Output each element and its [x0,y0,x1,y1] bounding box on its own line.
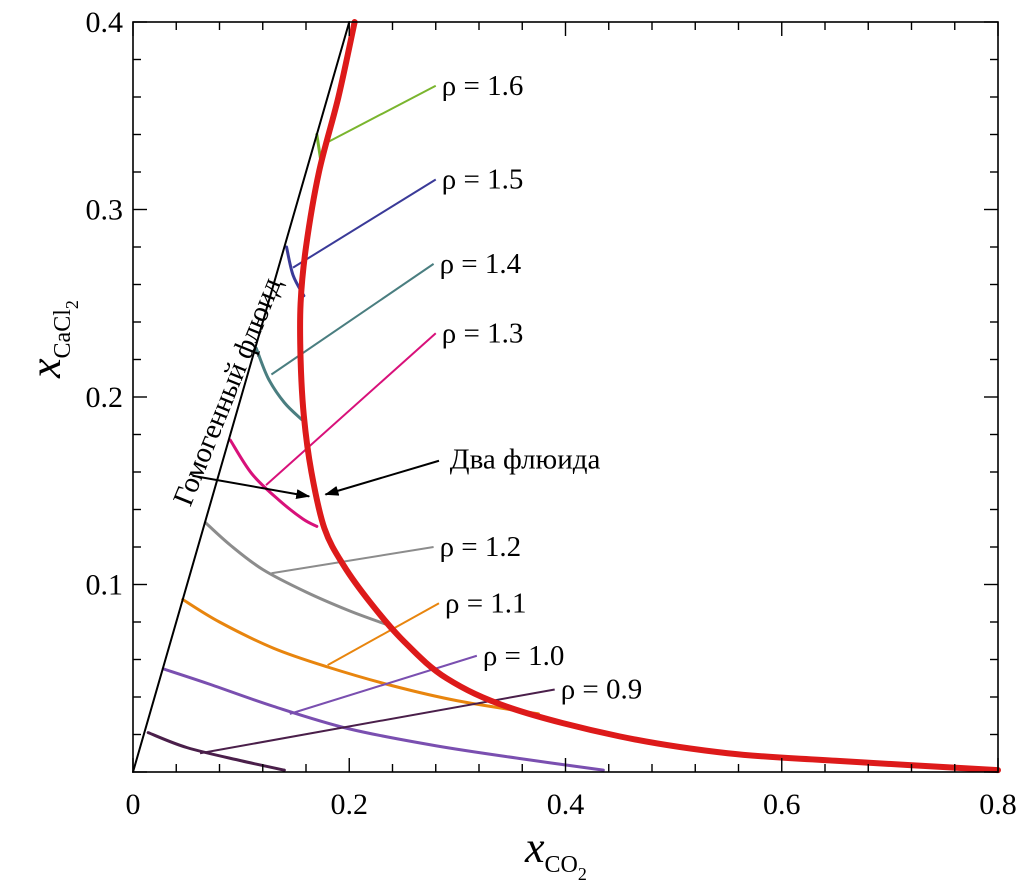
series-line [161,667,605,772]
y-tick-label: 0.4 [86,6,124,39]
series-leader-line [265,332,437,486]
series-label: ρ = 1.6 [442,70,524,102]
two-fluid-boundary [297,19,1001,774]
y-tick-label: 0.1 [86,569,124,602]
x-axis-title-sub2: 2 [578,864,587,884]
series-label: ρ = 1.0 [483,640,565,672]
series-line [228,438,319,528]
annotation-arrow [192,474,311,500]
series-leader-line [271,546,434,575]
series-line [203,521,387,626]
plot-area: ρ = 1.6 ρ = 1.5 ρ = 1.4 ρ = 1.3 ρ = 1.2 ρ = 1… [132,19,1001,774]
y-tick-label: 0.3 [86,194,124,227]
x-tick-label: 0 [126,788,141,821]
series-label: ρ = 1.3 [442,317,524,349]
x-axis-title: xCO2 [524,823,587,884]
series-line [146,731,286,772]
series-line [181,598,540,716]
y-tick-label: 0.2 [86,381,124,414]
series-leader-line [289,654,478,715]
series-line [254,346,304,421]
x-tick-label: 0.2 [331,788,369,821]
series-label: ρ = 1.5 [442,164,524,196]
y-axis-title-sub2: 2 [62,300,82,309]
annotation-label: Два флюида [450,443,601,475]
y-axis-title: xCaCl2 [21,300,82,379]
y-axis-title-sub: CaCl [50,309,76,359]
x-tick-label: 0.8 [979,788,1017,821]
annotation-arrow [324,459,440,496]
plot-frame [132,21,999,773]
series-label: ρ = 1.4 [440,248,522,280]
series-label: ρ = 0.9 [561,674,643,706]
series-label: ρ = 1.1 [445,587,527,619]
homogeneous-boundary [132,21,351,773]
series-leader-line [323,84,437,145]
series-leader-line [292,178,437,269]
x-tick-label: 0.4 [547,788,585,821]
annotation-label: Гомогенный флюид [167,273,288,511]
axes: 0 0.2 0.4 0.6 0.8 0.1 0.2 0.3 0.4 [86,6,1017,821]
series-label: ρ = 1.2 [440,531,522,563]
x-axis-title-sub: CO [545,852,578,878]
x-tick-label: 0.6 [763,788,801,821]
series-leader-line [327,602,440,666]
